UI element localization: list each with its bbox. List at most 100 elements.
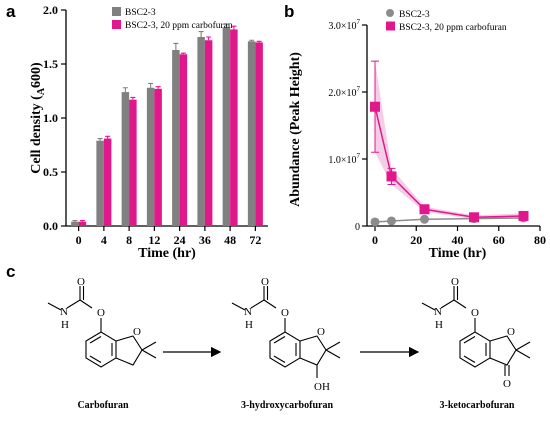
legend-label: BSC2-3 (399, 10, 430, 20)
y-tick-label: 0.0 (43, 219, 58, 233)
line-chart-abundance: 0 1.0×107 2.0×107 3.0×107 0 20 40 60 80 Time (hr)… (288, 9, 546, 261)
reaction-scheme: O O O N H Carbofuran O O O N H OH (47, 276, 531, 411)
panel-label-a: a (6, 2, 16, 21)
atom-o-label: O (133, 326, 141, 338)
bar (78, 221, 87, 226)
compound-name: 3-hydroxycarbofuran (241, 400, 333, 411)
bar (204, 40, 213, 226)
error-bar (249, 39, 255, 42)
x-tick-label: 8 (126, 233, 132, 247)
molecule-3-ketocarbofuran (421, 286, 531, 376)
y-tick-label: 1.0×107 (328, 152, 360, 166)
bar (154, 88, 162, 226)
error-bar (231, 25, 237, 30)
x-axis-title: Time (hr) (138, 246, 196, 261)
error-bar (256, 40, 262, 43)
bar (146, 87, 155, 226)
data-point (370, 101, 380, 112)
bar (121, 92, 130, 226)
y-tick-label: 0 (355, 222, 360, 233)
x-axis-title: Time (hr) (429, 246, 487, 261)
x-tick-label: 48 (224, 233, 236, 247)
error-bar (180, 52, 186, 55)
x-tick-label: 72 (249, 233, 261, 247)
y-tick-label: 1.0 (43, 111, 58, 125)
y-tick-label: 3.0×107 (328, 18, 360, 32)
error-bar (105, 135, 111, 139)
x-tick-label: 4 (101, 233, 107, 247)
data-point (370, 217, 380, 227)
atom-o-label: O (97, 307, 105, 319)
atom-o-label: O (507, 326, 515, 338)
legend-swatch (386, 21, 395, 31)
atom-o-label: O (77, 276, 85, 288)
atom-h-label: H (435, 319, 443, 331)
x-tick-label: 60 (493, 233, 505, 247)
compound-name: 3-ketocarbofuran (440, 400, 515, 411)
y-tick-label: 1.5 (43, 57, 58, 71)
atom-n-label: N (60, 306, 68, 318)
legend-label: BSC2-3, 20 ppm carbofuran (125, 20, 233, 31)
legend-label: BSC2-3, 20 ppm carbofuran (399, 22, 507, 33)
bar (129, 99, 137, 226)
error-bar (97, 137, 103, 141)
data-point (386, 171, 397, 182)
error-bar (223, 23, 229, 28)
furan-ring (115, 335, 143, 366)
error-bar (206, 36, 212, 41)
hydroxyl-label: OH (314, 381, 330, 393)
error-bar (72, 220, 78, 222)
molecule-carbofuran (47, 286, 157, 368)
atom-n-label: N (434, 306, 442, 318)
atom-o-label: O (451, 276, 459, 288)
atom-o-label: O (281, 307, 289, 319)
x-tick-label: 40 (452, 233, 464, 247)
y-tick-label: 0.5 (43, 165, 58, 179)
data-point (518, 210, 529, 221)
x-tick-label: 12 (148, 233, 160, 247)
series-line (374, 217, 524, 223)
ketone-o-label: O (503, 378, 511, 390)
bar (247, 41, 256, 226)
data-point (420, 214, 429, 224)
data-point (387, 216, 396, 226)
y-tick-label: 2.0×107 (328, 85, 360, 99)
x-tick-label: 24 (174, 233, 186, 247)
x-tick-label: 80 (534, 233, 546, 247)
x-tick-label: 20 (410, 233, 422, 247)
molecule-carbofuran-atoms: O O O N H (60, 276, 141, 338)
x-tick-label: 0 (76, 233, 82, 247)
series-line (374, 106, 524, 219)
bar (230, 29, 238, 226)
bar (71, 221, 79, 226)
molecule-3-hydroxycarbofuran (231, 286, 341, 378)
legend-swatch (386, 9, 394, 17)
molecule-3-hydroxycarbofuran-atoms: O O O N H OH (244, 276, 330, 393)
bar (197, 37, 205, 226)
error-bar (79, 220, 85, 222)
y-axis-title: Abundance (Peak Height) (288, 52, 303, 207)
y-axis-title: Cell density (A600) (29, 62, 47, 174)
error-bar (198, 31, 204, 37)
panel-label-b: b (284, 2, 295, 21)
molecule-3-ketocarbofuran-atoms: O O O N H O (434, 276, 515, 390)
error-bar (155, 86, 161, 89)
data-point (469, 212, 479, 223)
error-bar (122, 87, 128, 93)
bar (179, 54, 188, 226)
atom-o-label: O (261, 276, 269, 288)
compound-name: Carbofuran (77, 400, 129, 411)
error-bar (173, 42, 179, 50)
atom-o-label: O (471, 307, 479, 319)
legend-swatch (112, 7, 121, 16)
x-tick-label: 36 (199, 233, 211, 247)
panel-label-c: c (6, 262, 16, 281)
atom-n-label: N (244, 306, 252, 318)
bar (255, 42, 263, 227)
bar (96, 140, 104, 226)
y-tick-label: 2.0 (43, 3, 58, 17)
error-bar (148, 82, 154, 88)
atom-h-label: H (245, 319, 253, 331)
